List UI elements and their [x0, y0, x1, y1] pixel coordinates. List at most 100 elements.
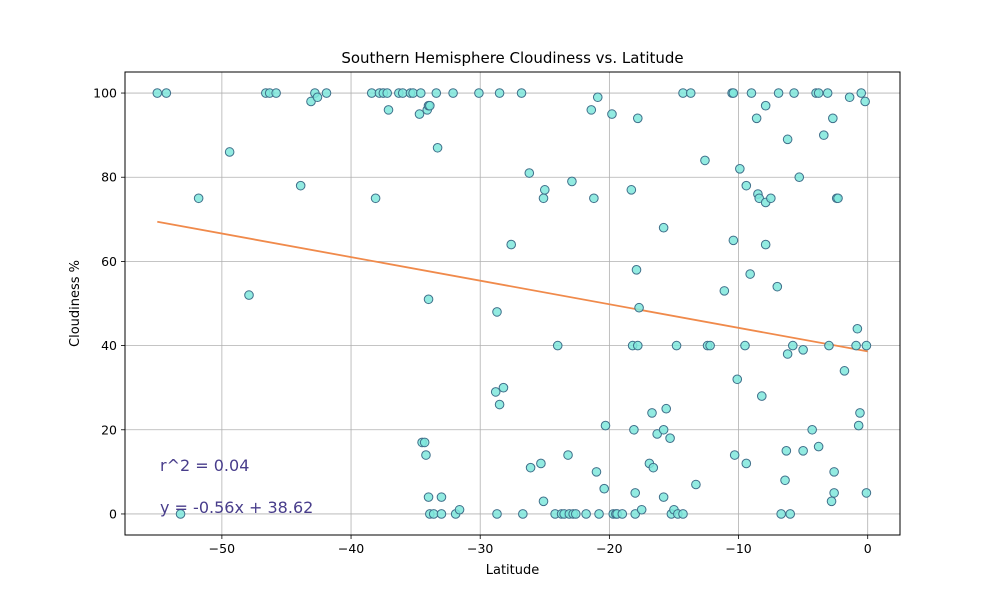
data-point [617, 509, 628, 519]
data-point [789, 88, 799, 98]
data-point [648, 462, 659, 473]
data-point [658, 222, 669, 233]
data-point [492, 509, 502, 519]
data-point [626, 185, 637, 195]
data-point [855, 408, 865, 418]
data-point [630, 488, 641, 498]
data-point [735, 164, 745, 174]
data-point [448, 88, 458, 98]
data-point [766, 193, 776, 204]
data-point [586, 105, 597, 115]
data-point [691, 479, 701, 490]
data-point [570, 509, 581, 519]
data-point [552, 340, 563, 351]
data-point [370, 193, 381, 204]
data-point [833, 193, 843, 204]
data-point [152, 88, 163, 98]
y-tick-label: 40 [101, 338, 117, 353]
data-point [419, 437, 430, 448]
data-point [853, 420, 864, 431]
plot-frame [124, 71, 901, 536]
data-point [498, 382, 509, 393]
data-point [425, 100, 435, 111]
data-point [436, 492, 447, 502]
x-tick-label: 0 [864, 541, 872, 556]
data-point [728, 235, 739, 246]
data-point [647, 408, 657, 418]
data-point [728, 88, 739, 98]
data-point [781, 446, 792, 456]
data-point [632, 340, 643, 351]
y-axis-label: Cloudiness % [68, 260, 83, 347]
y-axis-ticks: 0 20 40 60 80 100 [93, 86, 125, 521]
data-point [798, 446, 808, 456]
data-point [740, 340, 750, 351]
data-point [658, 424, 669, 435]
regression-equation-annotation: y = -0.56x + 38.62 [160, 498, 313, 517]
data-point [518, 509, 528, 519]
data-point [824, 340, 834, 351]
data-point [538, 193, 549, 204]
data-point [295, 180, 306, 191]
y-tick-label: 20 [101, 422, 117, 437]
data-point [856, 88, 867, 98]
data-point [741, 458, 752, 469]
data-point [780, 475, 790, 486]
data-point [589, 193, 599, 204]
data-point [861, 340, 872, 351]
data-point [474, 88, 484, 98]
data-point [454, 504, 465, 515]
data-point [312, 92, 323, 103]
x-tick-label: −30 [467, 541, 493, 556]
data-point [629, 424, 639, 435]
data-point [161, 88, 172, 98]
data-point [632, 113, 643, 124]
data-point [782, 349, 793, 359]
data-point [773, 88, 784, 98]
chart-title: Southern Hemisphere Cloudiness vs. Latit… [341, 49, 683, 67]
data-point [383, 105, 394, 115]
data-point [829, 467, 839, 477]
data-point [844, 92, 855, 103]
data-point [175, 509, 186, 519]
data-point [787, 340, 798, 351]
grid-lines [125, 72, 900, 535]
data-point [745, 269, 755, 279]
data-point [423, 492, 434, 502]
data-point [524, 168, 535, 178]
regression-layer [157, 220, 868, 353]
data-point [599, 483, 610, 494]
data-point [539, 185, 550, 195]
y-tick-label: 80 [101, 170, 117, 185]
data-point [822, 88, 833, 98]
data-point [607, 109, 617, 119]
regression-line [157, 220, 868, 353]
data-point [760, 100, 771, 111]
data-point [436, 509, 447, 519]
data-point [321, 88, 332, 98]
data-point [851, 340, 861, 351]
data-point [490, 387, 501, 397]
x-tick-label: −50 [209, 541, 235, 556]
data-point [536, 458, 546, 469]
data-point [794, 172, 805, 183]
x-tick-label: −20 [596, 541, 622, 556]
data-point [591, 467, 602, 477]
data-point [798, 345, 808, 355]
data-point [516, 88, 527, 98]
data-point [244, 290, 254, 300]
data-point [729, 450, 740, 460]
data-point [732, 374, 743, 385]
data-point [807, 424, 817, 435]
data-point [592, 92, 603, 103]
y-tick-label: 100 [93, 86, 117, 101]
data-point [193, 193, 204, 204]
data-point [776, 509, 786, 519]
data-point [421, 450, 431, 460]
data-point [382, 88, 393, 98]
data-point [678, 509, 688, 519]
data-point [671, 340, 682, 351]
r-squared-annotation: r^2 = 0.04 [160, 456, 249, 475]
data-point [756, 391, 767, 401]
data-point [634, 302, 644, 313]
